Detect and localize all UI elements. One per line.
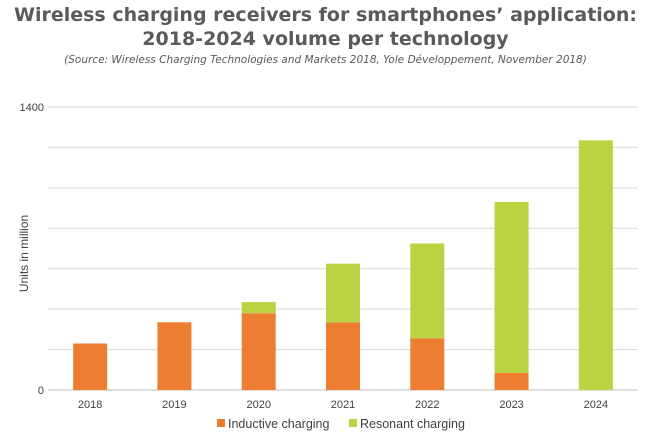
y-tick-label: 0	[38, 385, 44, 397]
bar-resonant-2021	[326, 263, 360, 323]
bar-inductive-2021	[326, 322, 360, 390]
x-tick-label: 2024	[584, 399, 608, 411]
bar-inductive-2020	[241, 313, 276, 390]
bar-resonant-2024	[578, 140, 613, 390]
bar-resonant-2023	[494, 202, 529, 373]
bar-inductive-2018	[73, 343, 108, 390]
bar-inductive-2019	[157, 322, 192, 390]
legend-label: Resonant charging	[360, 417, 465, 431]
legend-swatch	[217, 419, 225, 427]
bar-resonant-2022	[410, 243, 445, 339]
x-tick-label: 2021	[331, 399, 355, 411]
x-tick-label: 2018	[78, 399, 102, 411]
x-tick-label: 2022	[415, 399, 439, 411]
chart-title-line2: 2018-2024 volume per technology	[142, 28, 509, 50]
chart-title-line1: Wireless charging receivers for smartpho…	[13, 4, 637, 26]
legend-label: Inductive charging	[228, 417, 330, 431]
x-tick-label: 2020	[246, 399, 270, 411]
x-tick-label: 2023	[499, 399, 523, 411]
y-axis-label: Units in million	[17, 215, 31, 292]
legend-swatch	[349, 419, 357, 427]
x-tick-label: 2019	[162, 399, 186, 411]
bar-resonant-2020	[241, 302, 276, 314]
y-tick-label: 1400	[20, 102, 44, 114]
bar-inductive-2023	[494, 372, 529, 390]
chart-subtitle: (Source: Wireless Charging Technologies …	[64, 54, 587, 66]
bar-inductive-2022	[410, 338, 445, 390]
